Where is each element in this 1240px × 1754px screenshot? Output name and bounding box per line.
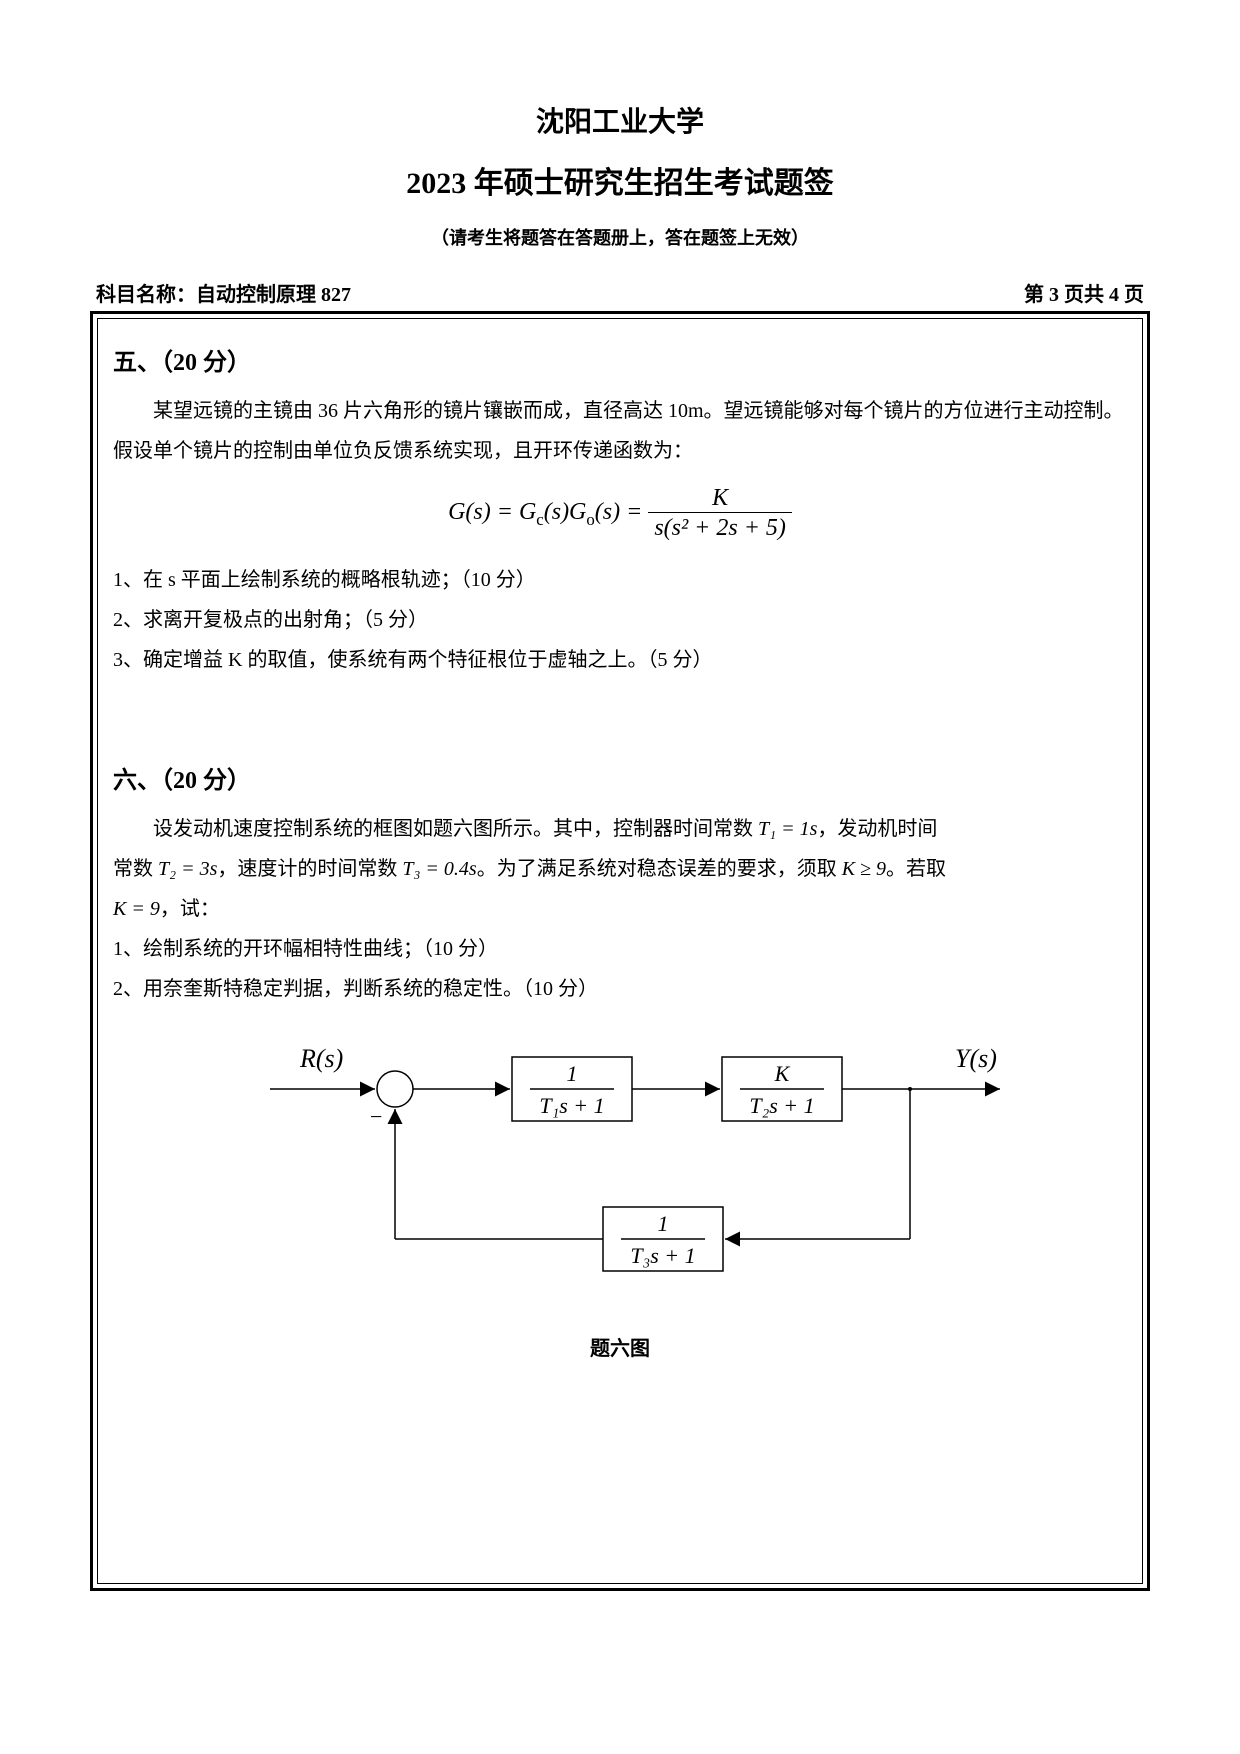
diagram-svg: R(s) Y(s) − 1 T₁s + 1 (210, 1029, 1030, 1309)
block1-den: T₁s + 1 (539, 1093, 604, 1118)
q5-title: 五、（20 分） (113, 342, 1127, 377)
q6-t2f: K ≥ 9 (842, 858, 886, 880)
q6-para-line3: K = 9，试： (113, 889, 1127, 929)
page-header: 沈阳工业大学 2023 年硕士研究生招生考试题签 （请考生将题答在答题册上，答在… (90, 100, 1150, 250)
q6-t2d: T₃ = 0.4s (402, 858, 476, 880)
content-frame: 五、（20 分） 某望远镜的主镜由 36 片六角形的镜片镶嵌而成，直径高达 10… (90, 311, 1150, 1591)
block3-num: 1 (658, 1211, 669, 1236)
input-label: R(s) (299, 1044, 343, 1073)
q6-t2c: ，速度计的时间常数 (217, 858, 402, 880)
q6-t3b: ，试： (160, 898, 220, 920)
q6-t2g: 。若取 (886, 858, 946, 880)
output-label: Y(s) (955, 1044, 997, 1073)
q5-item2: 2、求离开复极点的出射角；（5 分） (113, 600, 1127, 640)
q5-item3: 3、确定增益 K 的取值，使系统有两个特征根位于虚轴之上。（5 分） (113, 640, 1127, 680)
q6-t3a: K = 9 (113, 898, 160, 920)
block3-den: T₃s + 1 (630, 1243, 695, 1268)
q5-formula: G(s) = Gc(s)Go(s) = K s(s² + 2s + 5) (113, 485, 1127, 542)
q6-t2b: T₂ = 3s (158, 858, 217, 880)
block2-den: T₂s + 1 (749, 1093, 814, 1118)
frac-num: K (648, 485, 792, 512)
summing-junction (377, 1071, 413, 1107)
exam-instruction: （请考生将题答在答题册上，答在题签上无效） (90, 224, 1150, 250)
diagram-caption: 题六图 (113, 1332, 1127, 1361)
q6-item1: 1、绘制系统的开环幅相特性曲线；（10 分） (113, 929, 1127, 969)
minus-sign: − (370, 1104, 382, 1129)
exam-title: 2023 年硕士研究生招生考试题签 (90, 158, 1150, 202)
formula-after: (s) = (595, 499, 649, 525)
formula-sub-c: c (536, 510, 543, 529)
meta-row: 科目名称：自动控制原理 827 第 3 页共 4 页 (90, 278, 1150, 307)
subject-label: 科目名称：自动控制原理 827 (96, 278, 351, 307)
q6-t2e: 。为了满足系统对稳态误差的要求，须取 (477, 858, 842, 880)
q6-t1c: ，发动机时间 (817, 818, 937, 840)
q5-para: 某望远镜的主镜由 36 片六角形的镜片镶嵌而成，直径高达 10m。望远镜能够对每… (113, 391, 1127, 471)
q6-t1a: 设发动机速度控制系统的框图如题六图所示。其中，控制器时间常数 (153, 818, 758, 840)
formula-mid: (s)G (544, 499, 587, 525)
q6-para-line1: 设发动机速度控制系统的框图如题六图所示。其中，控制器时间常数 T₁ = 1s，发… (113, 809, 1127, 849)
q6-t1b: T₁ = 1s (758, 818, 817, 840)
q6-item2: 2、用奈奎斯特稳定判据，判断系统的稳定性。（10 分） (113, 969, 1127, 1009)
q6-title: 六、（20 分） (113, 760, 1127, 795)
page-number: 第 3 页共 4 页 (1024, 278, 1144, 307)
q5-item1: 1、在 s 平面上绘制系统的概略根轨迹；（10 分） (113, 560, 1127, 600)
frac-den: s(s² + 2s + 5) (648, 512, 792, 542)
block-diagram: R(s) Y(s) − 1 T₁s + 1 (113, 1029, 1127, 1361)
formula-lhs: G(s) = G (448, 499, 536, 525)
university-name: 沈阳工业大学 (90, 100, 1150, 140)
formula-sub-o: o (586, 510, 594, 529)
block2-num: K (774, 1061, 791, 1086)
block1-num: 1 (567, 1061, 578, 1086)
q6-t2a: 常数 (113, 858, 158, 880)
q6-para-line2: 常数 T₂ = 3s，速度计的时间常数 T₃ = 0.4s。为了满足系统对稳态误… (113, 849, 1127, 889)
